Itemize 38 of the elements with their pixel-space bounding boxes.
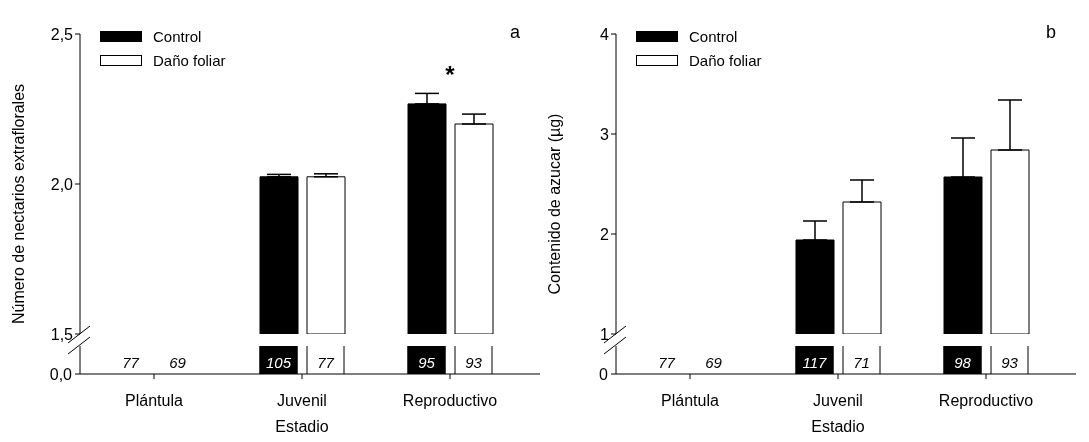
legend-label: Control <box>153 27 202 45</box>
text: 69 <box>705 354 723 371</box>
legend-label: Control <box>689 27 738 45</box>
text: 93 <box>465 354 483 371</box>
x-tick-label: Juvenil <box>277 392 327 409</box>
x-tick-label: Reproductivo <box>938 392 1034 409</box>
text: 69 <box>169 354 187 371</box>
text: 105 <box>265 354 292 371</box>
text: 77 <box>658 354 676 371</box>
chart-title: b <box>1045 22 1056 43</box>
x-axis-title: Estadio <box>275 418 329 435</box>
y-axis-title: Contenido de azucar (µg) <box>545 113 563 295</box>
y-tick-label: 4 <box>600 25 610 43</box>
y-tick-label: 2,0 <box>50 175 74 193</box>
legend-label: Daño foliar <box>689 51 762 69</box>
text: 98 <box>954 354 972 371</box>
y-tick-label: 3 <box>600 125 610 143</box>
text: 0,0 <box>49 366 73 383</box>
text: 117 <box>802 354 828 371</box>
x-tick-label: Plántula <box>661 392 720 409</box>
y-tick-label: 2 <box>600 225 610 243</box>
chart-title: a <box>509 22 520 43</box>
y-tick-label: 1 <box>600 325 610 343</box>
x-axis-title: Estadio <box>811 418 865 435</box>
text: 77 <box>122 354 140 371</box>
y-tick-label: 2,5 <box>50 25 74 43</box>
y-tick-label: 1,5 <box>50 325 74 343</box>
text: 93 <box>1001 354 1019 371</box>
legend-label: Daño foliar <box>153 51 226 69</box>
text: 95 <box>418 354 436 371</box>
x-tick-label: Plántula <box>125 392 184 409</box>
text: 71 <box>853 354 870 371</box>
text: 0 <box>599 366 609 383</box>
text: 77 <box>317 354 335 371</box>
x-tick-label: Juvenil <box>813 392 863 409</box>
x-tick-label: Reproductivo <box>402 392 498 409</box>
annotation: * <box>445 61 456 89</box>
y-axis-title: Número de nectarios extraflorales <box>9 83 27 325</box>
